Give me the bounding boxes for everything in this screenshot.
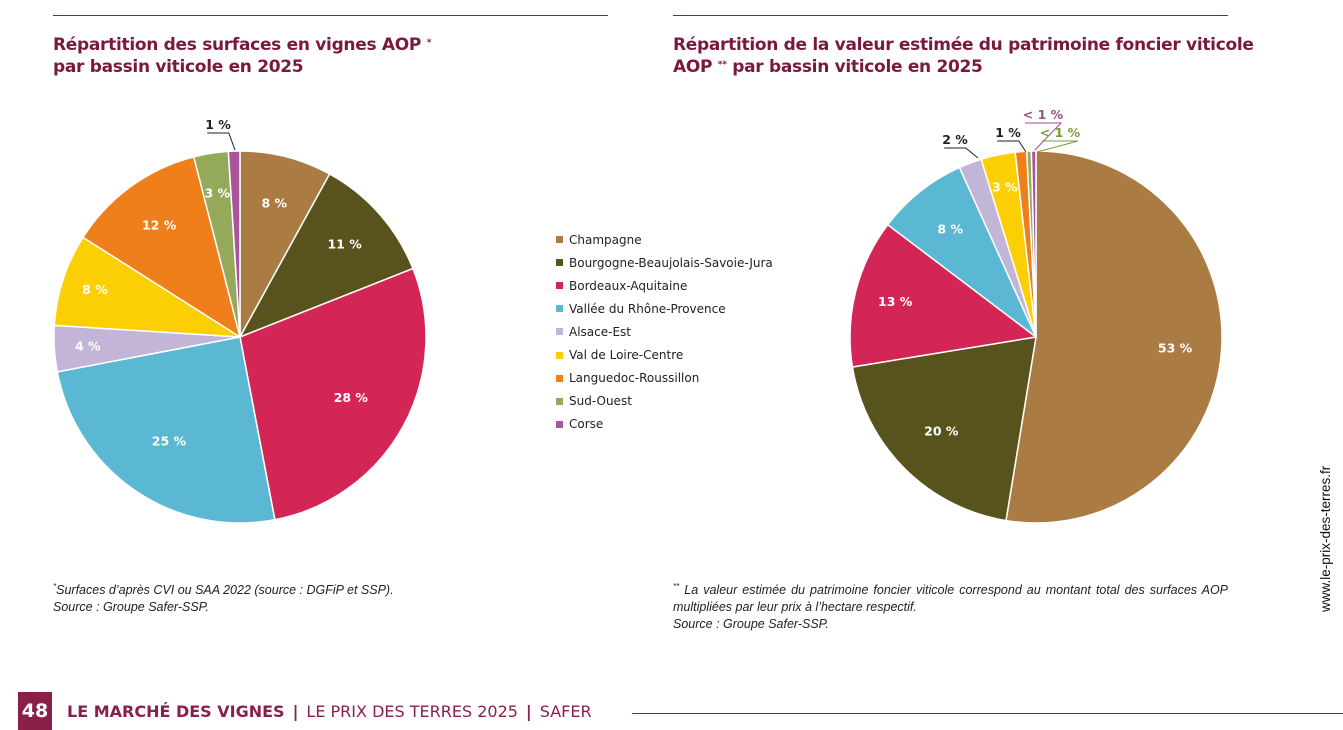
legend: Champagne Bourgogne-Beaujolais-Savoie-Jur… — [556, 228, 773, 436]
pie-leader-line — [997, 140, 1027, 153]
legend-label: Val de Loire-Centre — [569, 348, 684, 363]
pie-slice-0-3 — [56, 336, 276, 524]
pie-data-label: 20 % — [924, 424, 959, 439]
chart-title-right: Répartition de la valeur estimée du patr… — [673, 35, 1254, 77]
pie-data-label: 3 % — [205, 186, 231, 201]
legend-swatch — [556, 374, 563, 382]
legend-label: Champagne — [569, 232, 642, 247]
legend-item: Languedoc-Roussillon — [556, 367, 773, 390]
top-rule-left — [53, 15, 608, 16]
legend-item: Corse — [556, 413, 773, 436]
pie-outside-label: 1 % — [205, 117, 231, 132]
pie-slice-0-1 — [238, 172, 414, 339]
legend-item: Bordeaux-Aquitaine — [556, 274, 773, 297]
pie-data-label: 28 % — [334, 390, 369, 405]
legend-item: Champagne — [556, 228, 773, 251]
pie-data-label: 8 % — [937, 221, 963, 236]
side-website-url[interactable]: www.le-prix-des-terres.fr — [1318, 465, 1333, 612]
pie-data-label: 3 % — [992, 180, 1018, 195]
legend-swatch — [556, 282, 563, 290]
legend-label: Bordeaux-Aquitaine — [569, 278, 688, 293]
footer-publication: LE PRIX DES TERRES 2025 — [306, 702, 518, 721]
footer-rule — [632, 713, 1343, 714]
top-rule-right — [673, 15, 1228, 16]
pie-data-label: 4 % — [75, 339, 101, 354]
pie-slice-0-5 — [53, 236, 241, 338]
legend-swatch — [556, 328, 563, 336]
pie-slice-0-8 — [227, 150, 241, 338]
pie-slice-1-1 — [851, 336, 1037, 522]
pie-data-label: 8 % — [261, 196, 287, 211]
footnote-right: ** La valeur estimée du patrimoine fonci… — [673, 582, 1228, 632]
legend-label: Vallée du Rhône-Provence — [569, 301, 726, 316]
pie-outside-label: < 1 % — [1040, 125, 1081, 140]
legend-label: Alsace-Est — [569, 324, 631, 339]
pie-outside-label: 1 % — [995, 125, 1021, 140]
legend-swatch — [556, 397, 563, 405]
pie-leader-line — [207, 132, 236, 151]
pie-slice-0-6 — [81, 155, 242, 339]
pie-slice-1-2 — [849, 223, 1038, 368]
legend-item: Val de Loire-Centre — [556, 343, 773, 366]
legend-swatch — [556, 305, 563, 313]
pie-slice-0-0 — [239, 150, 331, 338]
legend-item: Alsace-Est — [556, 320, 773, 343]
footer-org: SAFER — [539, 702, 592, 721]
footer-section: LE MARCHÉ DES VIGNES — [67, 702, 285, 721]
legend-label: Languedoc-Roussillon — [569, 371, 700, 386]
pie-data-label: 13 % — [878, 294, 913, 309]
legend-swatch — [556, 259, 563, 267]
legend-item: Bourgogne-Beaujolais-Savoie-Jura — [556, 251, 773, 274]
pie-outside-label: 2 % — [942, 132, 968, 147]
pie-slice-1-8 — [1030, 150, 1037, 338]
pie-data-label: 25 % — [152, 434, 187, 449]
pie-data-label: 53 % — [1158, 340, 1193, 355]
legend-label: Bourgogne-Beaujolais-Savoie-Jura — [569, 255, 773, 270]
legend-swatch — [556, 236, 563, 244]
footer-running-title: LE MARCHÉ DES VIGNES | LE PRIX DES TERRES … — [67, 702, 592, 721]
pie-slice-1-0 — [1005, 150, 1223, 524]
pie-data-label: 11 % — [327, 237, 362, 252]
legend-item: Vallée du Rhône-Provence — [556, 297, 773, 320]
legend-swatch — [556, 420, 563, 428]
legend-item: Sud-Ouest — [556, 390, 773, 413]
legend-label: Corse — [569, 417, 604, 432]
pie-outside-label: < 1 % — [1023, 107, 1064, 122]
footnote-left: *Surfaces d’après CVI ou SAA 2022 (sourc… — [53, 582, 394, 615]
page-number: 48 — [18, 692, 52, 730]
pie-slice-1-3 — [886, 166, 1037, 338]
pie-data-label: 12 % — [142, 218, 177, 233]
pie-slice-0-2 — [239, 267, 427, 521]
pie-leader-line — [1025, 122, 1063, 153]
pie-leader-line — [1036, 140, 1079, 153]
pie-leader-line — [944, 147, 979, 159]
pie-data-label: 8 % — [82, 282, 108, 297]
legend-label: Sud-Ouest — [569, 394, 632, 409]
legend-swatch — [556, 351, 563, 359]
chart-title-left: Répartition des surfaces en vignes AOP *… — [53, 35, 432, 77]
